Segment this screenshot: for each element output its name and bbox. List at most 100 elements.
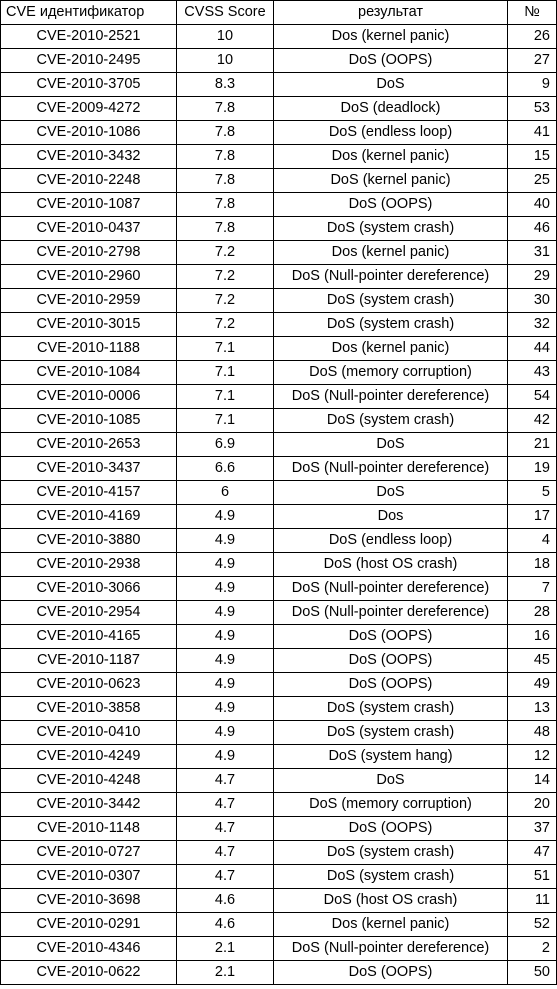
- cve-id-cell: CVE-2010-4157: [0, 480, 177, 505]
- result-cell: DoS (system crash): [273, 720, 508, 745]
- table-row: CVE-2010-0727 4.7 DoS (system crash) 47: [0, 840, 557, 865]
- cvss-score-cell: 7.8: [176, 120, 274, 145]
- number-cell: 19: [507, 456, 557, 481]
- cvss-score-cell: 4.9: [176, 744, 274, 769]
- number-cell: 54: [507, 384, 557, 409]
- number-cell: 29: [507, 264, 557, 289]
- cve-id-cell: CVE-2010-0623: [0, 672, 177, 697]
- result-cell: DoS (system hang): [273, 744, 508, 769]
- result-cell: DoS (OOPS): [273, 960, 508, 985]
- result-cell: DoS: [273, 72, 508, 97]
- cve-id-cell: CVE-2010-0006: [0, 384, 177, 409]
- table-row: CVE-2010-3880 4.9 DoS (endless loop) 4: [0, 528, 557, 553]
- cve-id-cell: CVE-2010-1187: [0, 648, 177, 673]
- table-row: CVE-2010-0291 4.6 Dos (kernel panic) 52: [0, 912, 557, 937]
- cvss-score-cell: 7.2: [176, 240, 274, 265]
- cve-id-cell: CVE-2010-2959: [0, 288, 177, 313]
- number-cell: 40: [507, 192, 557, 217]
- cve-id-cell: CVE-2010-3432: [0, 144, 177, 169]
- result-cell: DoS (Null-pointer dereference): [273, 384, 508, 409]
- result-cell: Dos (kernel panic): [273, 336, 508, 361]
- cvss-score-cell: 10: [176, 24, 274, 49]
- cve-id-cell: CVE-2010-3858: [0, 696, 177, 721]
- number-cell: 27: [507, 48, 557, 73]
- result-cell: Dos: [273, 504, 508, 529]
- cvss-score-cell: 4.7: [176, 840, 274, 865]
- header-result: результат: [273, 0, 508, 25]
- result-cell: Dos (kernel panic): [273, 144, 508, 169]
- result-cell: DoS (Null-pointer dereference): [273, 264, 508, 289]
- cve-id-cell: CVE-2010-2938: [0, 552, 177, 577]
- number-cell: 46: [507, 216, 557, 241]
- cve-id-cell: CVE-2010-2960: [0, 264, 177, 289]
- header-cvss-score: CVSS Score: [176, 0, 274, 25]
- table-row: CVE-2010-1148 4.7 DoS (OOPS) 37: [0, 816, 557, 841]
- number-cell: 47: [507, 840, 557, 865]
- cve-id-cell: CVE-2010-4248: [0, 768, 177, 793]
- table-row: CVE-2010-2960 7.2 DoS (Null-pointer derefe…: [0, 264, 557, 289]
- table-row: CVE-2009-4272 7.8 DoS (deadlock) 53: [0, 96, 557, 121]
- result-cell: DoS (system crash): [273, 696, 508, 721]
- header-number: №: [507, 0, 557, 25]
- number-cell: 16: [507, 624, 557, 649]
- table-row: CVE-2010-0006 7.1 DoS (Null-pointer derefe…: [0, 384, 557, 409]
- cvss-score-cell: 4.6: [176, 912, 274, 937]
- result-cell: DoS (OOPS): [273, 48, 508, 73]
- cve-id-cell: CVE-2010-1086: [0, 120, 177, 145]
- cve-id-cell: CVE-2010-2248: [0, 168, 177, 193]
- table-row: CVE-2010-0437 7.8 DoS (system crash) 46: [0, 216, 557, 241]
- result-cell: DoS: [273, 768, 508, 793]
- number-cell: 45: [507, 648, 557, 673]
- table-row: CVE-2010-3858 4.9 DoS (system crash) 13: [0, 696, 557, 721]
- result-cell: DoS (host OS crash): [273, 552, 508, 577]
- cve-id-cell: CVE-2010-1087: [0, 192, 177, 217]
- number-cell: 37: [507, 816, 557, 841]
- cvss-score-cell: 4.9: [176, 528, 274, 553]
- result-cell: DoS (memory corruption): [273, 792, 508, 817]
- cvss-score-cell: 7.8: [176, 192, 274, 217]
- cve-id-cell: CVE-2010-2954: [0, 600, 177, 625]
- result-cell: DoS (host OS crash): [273, 888, 508, 913]
- number-cell: 13: [507, 696, 557, 721]
- table-body: CVE-2010-2521 10 Dos (kernel panic) 26 CVE-2…: [0, 24, 557, 985]
- header-cve-id: CVE идентификатор: [0, 0, 177, 25]
- number-cell: 31: [507, 240, 557, 265]
- number-cell: 11: [507, 888, 557, 913]
- table-row: CVE-2010-1086 7.8 DoS (endless loop) 41: [0, 120, 557, 145]
- cve-id-cell: CVE-2010-3880: [0, 528, 177, 553]
- result-cell: DoS (system crash): [273, 840, 508, 865]
- result-cell: DoS: [273, 480, 508, 505]
- cvss-score-cell: 7.1: [176, 336, 274, 361]
- cvss-score-cell: 4.9: [176, 672, 274, 697]
- cve-id-cell: CVE-2010-1148: [0, 816, 177, 841]
- cve-id-cell: CVE-2010-2798: [0, 240, 177, 265]
- cvss-score-cell: 4.7: [176, 768, 274, 793]
- table-row: CVE-2010-4248 4.7 DoS 14: [0, 768, 557, 793]
- cve-id-cell: CVE-2010-3066: [0, 576, 177, 601]
- result-cell: DoS (system crash): [273, 216, 508, 241]
- cve-id-cell: CVE-2010-0307: [0, 864, 177, 889]
- cve-id-cell: CVE-2010-4169: [0, 504, 177, 529]
- result-cell: DoS (OOPS): [273, 648, 508, 673]
- cvss-score-cell: 7.2: [176, 264, 274, 289]
- number-cell: 42: [507, 408, 557, 433]
- cvss-score-cell: 8.3: [176, 72, 274, 97]
- table-row: CVE-2010-1188 7.1 Dos (kernel panic) 44: [0, 336, 557, 361]
- number-cell: 15: [507, 144, 557, 169]
- result-cell: DoS: [273, 432, 508, 457]
- table-row: CVE-2010-4249 4.9 DoS (system hang) 12: [0, 744, 557, 769]
- result-cell: DoS (OOPS): [273, 624, 508, 649]
- table-row: CVE-2010-1187 4.9 DoS (OOPS) 45: [0, 648, 557, 673]
- cvss-score-cell: 7.1: [176, 360, 274, 385]
- cve-id-cell: CVE-2010-0291: [0, 912, 177, 937]
- cvss-score-cell: 4.9: [176, 648, 274, 673]
- table-row: CVE-2010-3437 6.6 DoS (Null-pointer derefe…: [0, 456, 557, 481]
- result-cell: DoS (OOPS): [273, 816, 508, 841]
- cve-id-cell: CVE-2010-2495: [0, 48, 177, 73]
- result-cell: DoS (Null-pointer dereference): [273, 936, 508, 961]
- cve-id-cell: CVE-2010-3015: [0, 312, 177, 337]
- table-row: CVE-2010-2959 7.2 DoS (system crash) 30: [0, 288, 557, 313]
- number-cell: 26: [507, 24, 557, 49]
- table-row: CVE-2010-4169 4.9 Dos 17: [0, 504, 557, 529]
